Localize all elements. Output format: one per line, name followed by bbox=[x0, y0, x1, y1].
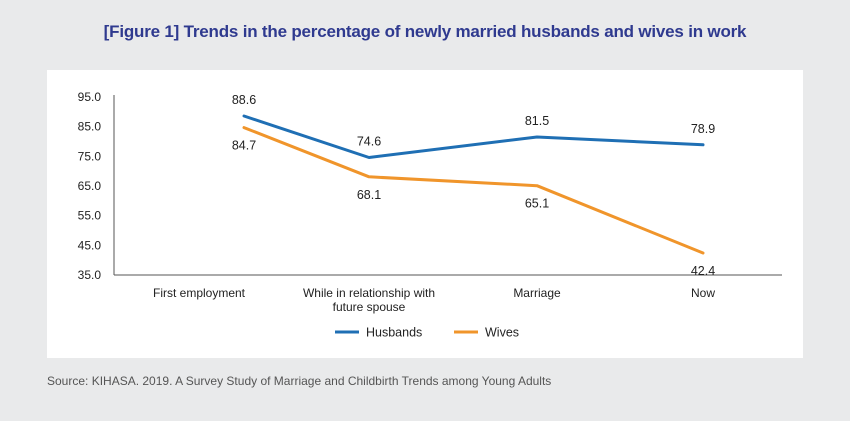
series-line-wives bbox=[242, 126, 705, 255]
y-tick-label: 85.0 bbox=[78, 120, 102, 134]
line-chart: 95.0 85.0 75.0 65.0 55.0 45.0 35.0 First employ… bbox=[78, 90, 782, 340]
data-label-husbands: 78.9 bbox=[691, 122, 715, 136]
legend-label-wives: Wives bbox=[485, 326, 519, 340]
chart-axes: 95.0 85.0 75.0 65.0 55.0 45.0 35.0 First employ… bbox=[78, 90, 782, 314]
data-label-husbands: 81.5 bbox=[525, 114, 549, 128]
source-note: Source: KIHASA. 2019. A Survey Study of … bbox=[47, 374, 552, 388]
data-label-wives: 84.7 bbox=[232, 139, 256, 153]
x-category-label: Now bbox=[691, 286, 715, 300]
y-tick-label: 75.0 bbox=[78, 149, 102, 163]
data-label-wives: 65.1 bbox=[525, 197, 549, 211]
x-category-label: First employment bbox=[153, 286, 246, 300]
series-line-husbands bbox=[242, 114, 705, 159]
chart-title: [Figure 1] Trends in the percentage of n… bbox=[103, 22, 747, 41]
data-label-wives: 42.4 bbox=[691, 264, 715, 278]
y-tick-label: 65.0 bbox=[78, 179, 102, 193]
y-tick-label: 45.0 bbox=[78, 238, 102, 252]
data-label-husbands: 74.6 bbox=[357, 135, 381, 149]
y-tick-label: 95.0 bbox=[78, 90, 102, 104]
x-category-label: While in relationship with future spouse bbox=[303, 286, 435, 314]
data-labels-layer: 88.6 74.6 81.5 78.9 84.7 68.1 65.1 42.4 bbox=[232, 93, 715, 278]
data-label-husbands: 88.6 bbox=[232, 93, 256, 107]
series-layer bbox=[242, 114, 705, 255]
legend-label-husbands: Husbands bbox=[366, 326, 422, 340]
y-tick-label: 55.0 bbox=[78, 209, 102, 223]
legend: Husbands Wives bbox=[335, 326, 519, 340]
data-label-wives: 68.1 bbox=[357, 188, 381, 202]
chart-panel: 95.0 85.0 75.0 65.0 55.0 45.0 35.0 First employ… bbox=[47, 70, 803, 358]
y-tick-label: 35.0 bbox=[78, 268, 102, 282]
x-category-label: Marriage bbox=[513, 286, 561, 300]
